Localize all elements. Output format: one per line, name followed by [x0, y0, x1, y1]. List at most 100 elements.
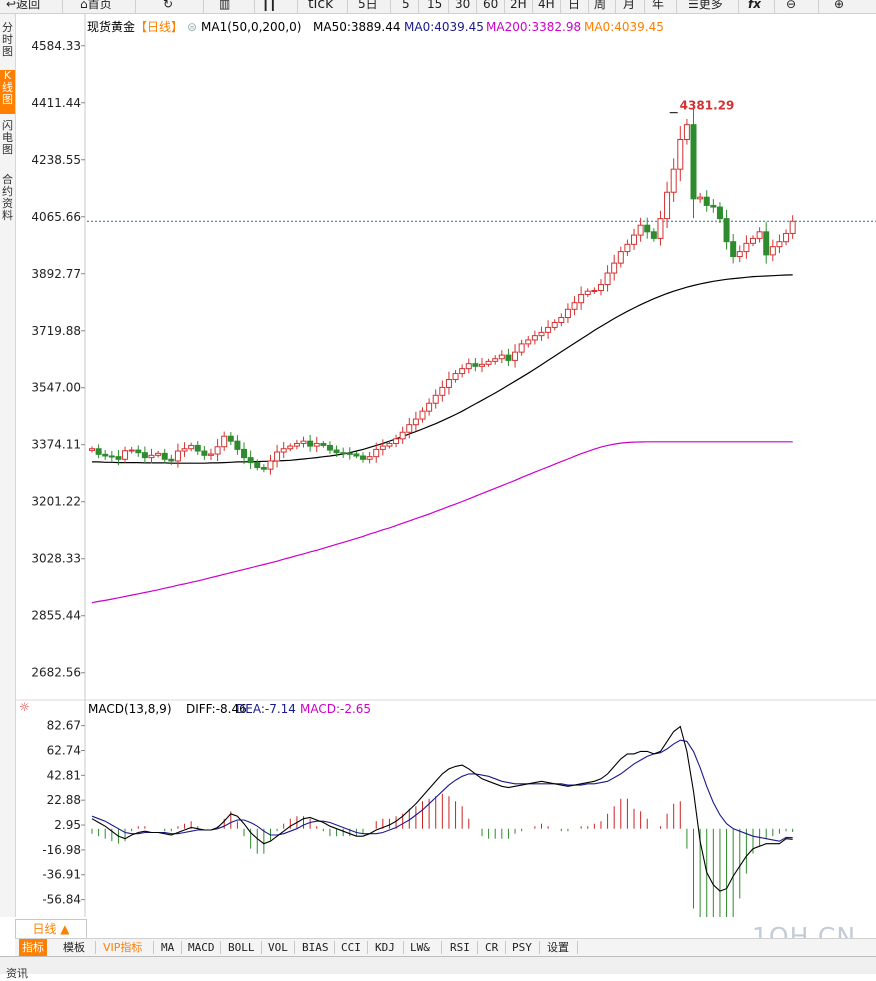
- macd-value-label: MACD:-2.65: [300, 702, 371, 716]
- candle-body: [293, 442, 300, 447]
- dea-label: DEA:-7.14: [236, 702, 296, 716]
- tab-timeshare[interactable]: 分时图: [2, 21, 13, 58]
- candle-body: [611, 262, 618, 274]
- macd-tick-label: 62.74: [47, 743, 81, 757]
- candle-body: [703, 196, 710, 206]
- period-week[interactable]: 周: [594, 0, 607, 11]
- period-60min[interactable]: 60: [483, 0, 499, 11]
- indicator-divider: [334, 941, 335, 954]
- menu-icon: ☰: [688, 0, 699, 11]
- vol-tab[interactable]: VOL: [268, 941, 288, 954]
- candle-body: [267, 460, 274, 470]
- period-15min[interactable]: 15: [427, 0, 443, 11]
- ma200-line: [91, 441, 793, 604]
- home-button[interactable]: ⌂首页: [80, 0, 112, 13]
- cci-tab[interactable]: CCI: [341, 941, 361, 954]
- candle-body: [287, 445, 294, 450]
- lw-tab[interactable]: LW&: [410, 941, 430, 954]
- candle-body: [716, 206, 723, 220]
- tick-button[interactable]: tick: [308, 0, 334, 12]
- ma1-label: MA1(50,0,200,0): [201, 20, 301, 34]
- toolbar-divider: [676, 0, 677, 13]
- candle-body: [459, 368, 466, 375]
- candle-body: [108, 455, 115, 458]
- candle-body: [710, 204, 717, 208]
- candle-body: [512, 351, 519, 361]
- candle-icon: ┃┃: [262, 0, 277, 11]
- toolbar-divider: [644, 0, 645, 13]
- settings-icon[interactable]: ⊜: [187, 20, 197, 34]
- daily-period-tab[interactable]: 日线 ▲: [15, 919, 87, 938]
- period-month[interactable]: 月: [623, 0, 636, 11]
- tab-kline[interactable]: K线图: [0, 70, 15, 114]
- candle-body: [478, 363, 485, 367]
- boll-tab[interactable]: BOLL: [228, 941, 255, 954]
- chart-type-button[interactable]: ▥: [219, 0, 230, 13]
- period-30min[interactable]: 30: [455, 0, 471, 11]
- back-button[interactable]: ↩返回: [6, 0, 40, 13]
- period-5day[interactable]: 5日: [358, 0, 378, 11]
- price-tick-label: 3201.22: [31, 495, 81, 509]
- tab-contract-info[interactable]: 合约资料: [2, 173, 13, 222]
- candle-body: [326, 444, 333, 451]
- chart-canvas[interactable]: 4584.33 4411.44 4238.55 4065.66 3892.77 3719.…: [15, 14, 876, 917]
- settings-tab[interactable]: 设置: [547, 941, 569, 954]
- cr-tab[interactable]: CR: [485, 941, 499, 954]
- psy-tab[interactable]: PSY: [512, 941, 532, 954]
- price-tick-label: 3719.88: [31, 324, 81, 338]
- indicator-button[interactable]: ┃┃: [262, 0, 276, 13]
- indicator-divider: [181, 941, 182, 954]
- candle-body: [373, 448, 380, 458]
- candle-body: [379, 445, 386, 450]
- period-day[interactable]: 日: [568, 0, 581, 11]
- candle-body: [194, 444, 201, 452]
- price-tick-label: 3028.33: [31, 552, 81, 566]
- formula-button[interactable]: fx: [748, 0, 761, 13]
- macd-tab[interactable]: MACD: [188, 941, 215, 954]
- period-year[interactable]: 年: [652, 0, 665, 11]
- candle-body: [545, 326, 552, 333]
- candle-body: [346, 452, 353, 455]
- candle-body: [393, 438, 400, 444]
- candle-body: [353, 453, 360, 457]
- candle-body: [221, 435, 228, 448]
- side-tabs: 分时图 K线图 闪电图 合约资料: [0, 14, 16, 917]
- more-button[interactable]: ☰更多: [688, 0, 723, 13]
- refresh-button[interactable]: ↻: [163, 0, 173, 13]
- period-4h[interactable]: 4H: [538, 0, 555, 11]
- tab-flash[interactable]: 闪电图: [2, 119, 13, 156]
- period-2h[interactable]: 2H: [510, 0, 527, 11]
- vip-indicator-tab[interactable]: VIP指标: [103, 941, 143, 954]
- candle-body: [122, 450, 129, 460]
- kdj-tab[interactable]: KDJ: [375, 941, 395, 954]
- rsi-tab[interactable]: RSI: [450, 941, 470, 954]
- indicator-tab[interactable]: 指标: [19, 939, 47, 956]
- indicator-bar: 指标 模板 VIP指标 MA MACD BOLL VOL BIAS CCI KD…: [15, 938, 876, 956]
- macd-title: MACD(13,8,9): [88, 702, 172, 716]
- candle-body: [274, 451, 281, 462]
- indicator-divider: [153, 941, 154, 954]
- period-5min[interactable]: 5: [402, 0, 410, 11]
- candle-body: [340, 452, 347, 455]
- candle-body: [617, 251, 624, 264]
- candle-body: [95, 448, 102, 455]
- template-tab[interactable]: 模板: [63, 941, 85, 954]
- period-label: 【日线】: [135, 20, 183, 34]
- gear-icon[interactable]: ☼: [19, 700, 30, 714]
- bias-tab[interactable]: BIAS: [302, 941, 329, 954]
- candle-body: [432, 394, 439, 404]
- price-tick-label: 4411.44: [31, 96, 81, 110]
- macd-tick-label: -16.98: [42, 843, 81, 857]
- zoom-out-button[interactable]: ⊖: [786, 0, 796, 13]
- candle-body: [518, 343, 525, 353]
- ma-tab[interactable]: MA: [161, 941, 175, 954]
- candle-body: [677, 138, 684, 170]
- period-tab-bar: 日线 ▲: [0, 917, 876, 938]
- news-tab[interactable]: 资讯: [6, 967, 28, 980]
- zoom-in-button[interactable]: ⊕: [834, 0, 844, 13]
- zoom-out-icon: ⊖: [786, 0, 797, 11]
- macd-tick-label: 42.81: [47, 768, 81, 782]
- candle-body: [360, 455, 367, 460]
- candle-body: [558, 317, 565, 323]
- candle-body: [505, 354, 512, 361]
